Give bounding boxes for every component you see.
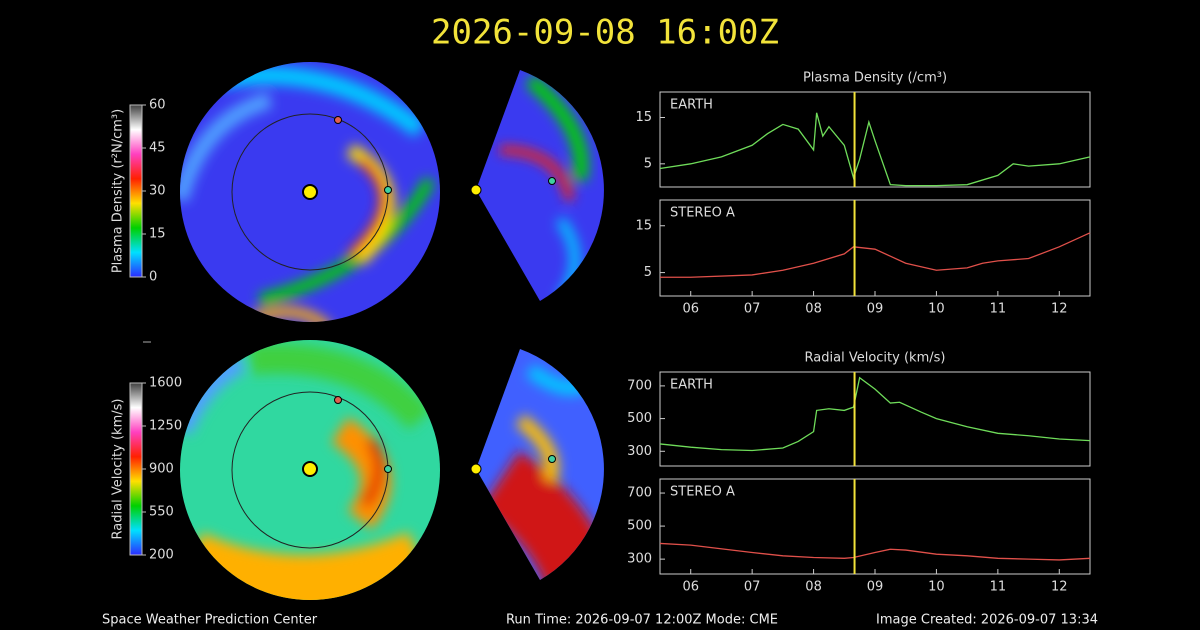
colorbar-label: Plasma Density (r²N/cm³) [111,109,126,273]
x-tick-label: 12 [1051,580,1068,595]
x-tick-label: 09 [867,302,884,317]
colorbar-tick-label: 30 [149,184,166,199]
x-tick-label: 07 [744,302,761,317]
colorbar [129,104,143,278]
colorbar-tick-label: 200 [149,548,174,563]
x-tick-label: 08 [805,302,822,317]
x-tick-label: 10 [928,302,945,317]
x-tick-label: 11 [990,580,1007,595]
x-tick-label: 11 [990,302,1007,317]
x-tick-label: 07 [744,580,761,595]
y-tick-label: 5 [644,265,652,280]
series-label: EARTH [670,98,713,113]
y-tick-label: 15 [635,110,652,125]
x-tick-label: 06 [682,302,699,317]
y-tick-label: 500 [627,519,652,534]
x-tick-label: 06 [682,580,699,595]
y-tick-label: 5 [644,156,652,171]
plot-title: Radial Velocity (km/s) [805,351,946,366]
series-line [659,542,1091,561]
plot-frame [659,478,1091,575]
colorbar [129,382,143,556]
series-line [659,376,1091,452]
colorbar-tick-label: 1250 [149,419,182,434]
colorbar-label: Radial Velocity (km/s) [111,399,126,540]
x-tick-label: 09 [867,580,884,595]
plot-frame [659,371,1091,467]
y-tick-label: 700 [627,486,652,501]
colorbar-tick-label: 550 [149,505,174,520]
footer-left: Space Weather Prediction Center [102,613,318,628]
colorbar-tick-label: 60 [149,98,166,113]
y-tick-label: 300 [627,444,652,459]
y-tick-label: 500 [627,411,652,426]
colorbar-tick-label: 1600 [149,376,182,391]
colorbar-tick-label: 15 [149,227,166,242]
title: 2026-09-08 16:00Z [431,13,779,53]
colorbar-tick-label: 45 [149,141,166,156]
y-tick-label: 300 [627,552,652,567]
y-tick-label: 15 [635,218,652,233]
plot-title: Plasma Density (/cm³) [803,71,947,86]
footer-right: Image Created: 2026-09-07 13:34 [876,613,1098,628]
x-tick-label: 12 [1051,302,1068,317]
plot-frame [659,199,1091,297]
x-tick-label: 08 [805,580,822,595]
footer-center: Run Time: 2026-09-07 12:00Z Mode: CME [506,613,778,628]
series-line [660,232,1091,278]
colorbar-tick-label: 0 [149,270,157,285]
x-tick-label: 10 [928,580,945,595]
colorbar-tick-label: 900 [149,462,174,477]
series-label: STEREO A [670,485,735,500]
series-label: STEREO A [670,206,735,221]
y-tick-label: 700 [627,378,652,393]
series-label: EARTH [670,378,713,393]
series-line [659,112,1091,187]
